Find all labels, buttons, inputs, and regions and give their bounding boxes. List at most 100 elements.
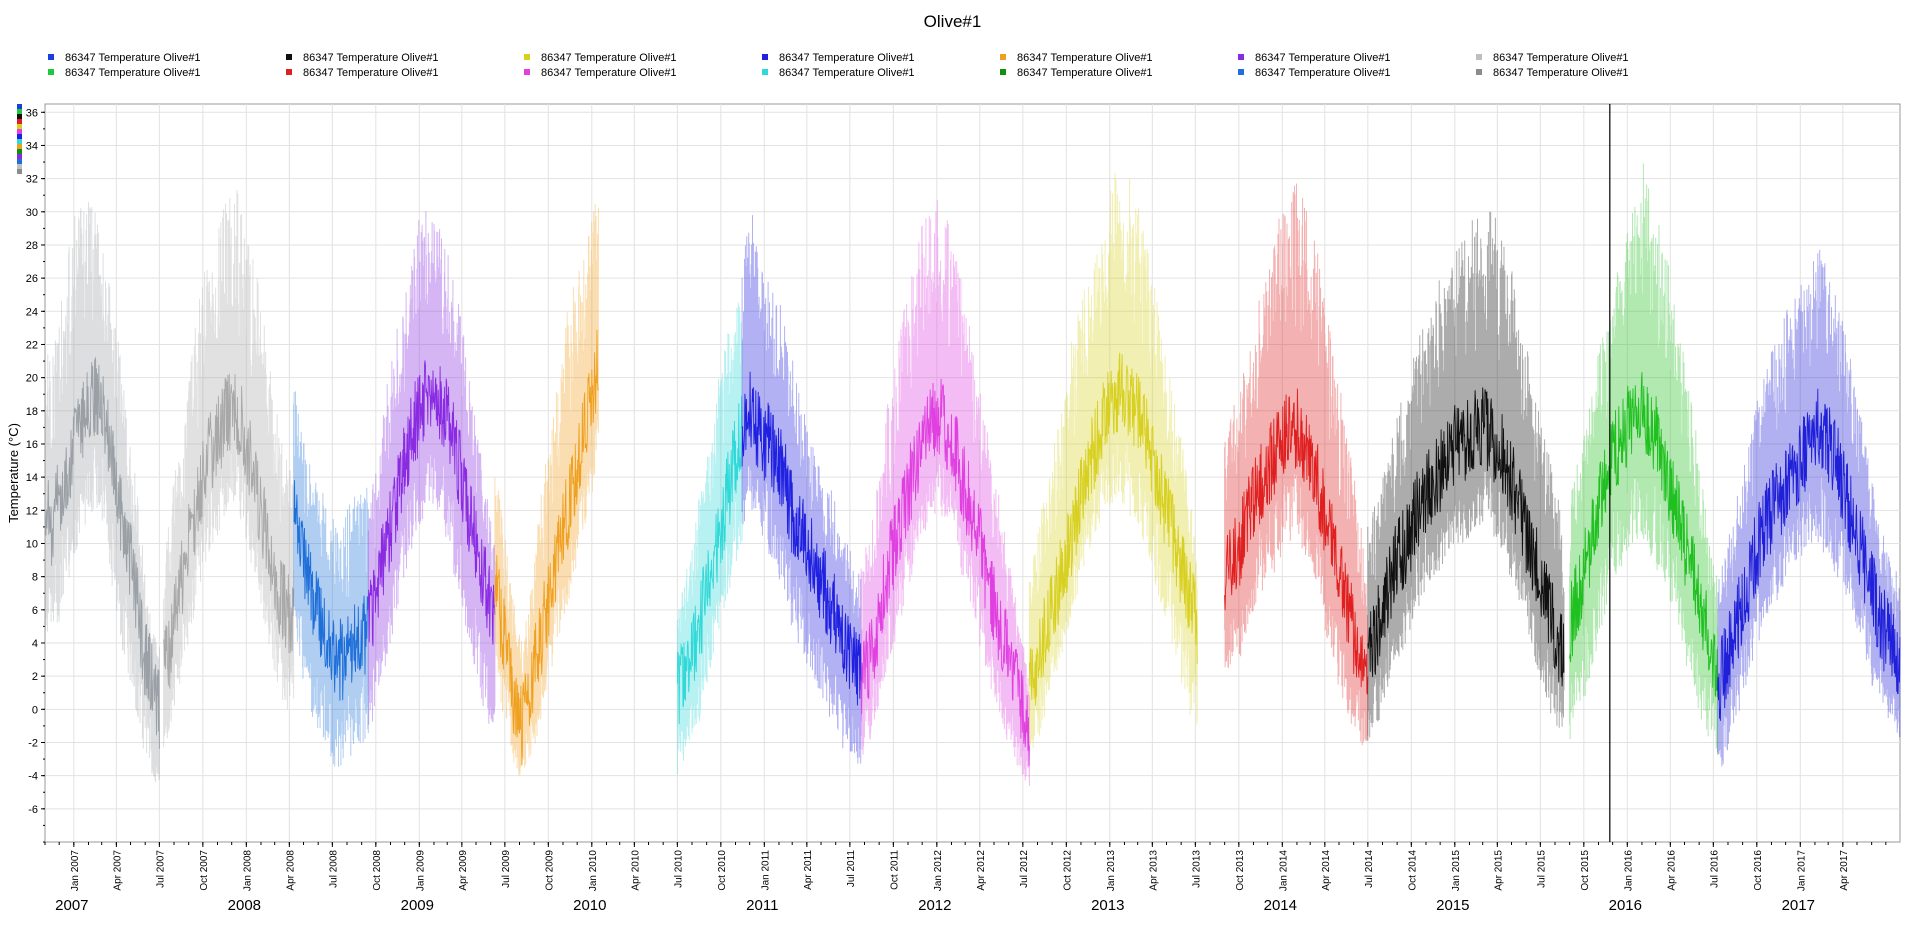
y-tick-label: 10	[26, 538, 38, 550]
x-tick-label: Oct 2013	[1235, 850, 1246, 891]
x-year-label: 2008	[228, 897, 261, 914]
x-tick-label: Apr 2007	[112, 850, 123, 891]
x-tick-label: Jul 2015	[1536, 850, 1547, 888]
y-tick-label: 28	[26, 240, 38, 252]
y-tick-label: 18	[26, 406, 38, 418]
legend-label: 86347 Temperature Olive#1	[1493, 67, 1629, 79]
legend-item: 86347 Temperature Olive#1	[762, 51, 915, 65]
y-tick-label: 8	[32, 572, 38, 584]
legend-swatch	[286, 54, 292, 60]
legend-item: 86347 Temperature Olive#1	[48, 66, 201, 80]
legend-item: 86347 Temperature Olive#1	[286, 51, 439, 65]
legend-item: 86347 Temperature Olive#1	[1476, 51, 1629, 65]
color-key-swatch	[17, 139, 22, 144]
series-line	[1569, 372, 1719, 698]
x-tick-label: Jan 2017	[1796, 850, 1807, 892]
legend-item: 86347 Temperature Olive#1	[1238, 66, 1391, 80]
color-key-swatch	[17, 114, 22, 119]
legend-item: 86347 Temperature Olive#1	[1000, 66, 1153, 80]
series-line	[1224, 388, 1369, 695]
x-tick-label: Apr 2008	[285, 850, 296, 891]
legend-label: 86347 Temperature Olive#1	[303, 67, 439, 79]
x-tick-label: Apr 2016	[1666, 850, 1677, 891]
legend-label: 86347 Temperature Olive#1	[541, 52, 677, 64]
series-line	[741, 371, 862, 706]
x-year-label: 2010	[573, 897, 606, 914]
x-tick-label: Oct 2007	[199, 850, 210, 891]
y-axis-title: Temperature (°C)	[6, 423, 21, 523]
x-tick-label: Jul 2014	[1364, 850, 1375, 888]
y-tick-label: -6	[28, 804, 38, 816]
series-line	[163, 373, 295, 689]
y-tick-label: -4	[28, 771, 38, 783]
legend-swatch	[524, 69, 530, 75]
legend-item: 86347 Temperature Olive#1	[1238, 51, 1391, 65]
series-line	[1717, 388, 1901, 721]
x-tick-label: Jan 2010	[588, 850, 599, 892]
x-tick-label: Oct 2011	[889, 850, 900, 890]
x-year-label: 2012	[918, 897, 951, 914]
x-tick-label: Jan 2015	[1451, 850, 1462, 892]
x-tick-label: Jul 2016	[1709, 850, 1720, 888]
color-key-swatch	[17, 129, 22, 134]
legend-swatch	[1000, 54, 1006, 60]
color-key-swatch	[17, 109, 22, 114]
color-key-swatch	[17, 154, 22, 159]
x-year-label: 2013	[1091, 897, 1124, 914]
legend-label: 86347 Temperature Olive#1	[1255, 52, 1391, 64]
legend-item: 86347 Temperature Olive#1	[762, 66, 915, 80]
chart-title: Olive#1	[923, 12, 982, 31]
y-tick-label: 0	[32, 704, 38, 716]
x-tick-label: Jan 2016	[1623, 850, 1634, 892]
legend-item: 86347 Temperature Olive#1	[286, 66, 439, 80]
x-tick-label: Jan 2014	[1278, 850, 1289, 892]
y-tick-label: 36	[26, 107, 38, 119]
y-tick-label: 6	[32, 605, 38, 617]
legend-swatch	[48, 69, 54, 75]
y-tick-label: 30	[26, 207, 38, 219]
series-line	[860, 378, 1030, 767]
x-tick-label: Oct 2010	[717, 850, 728, 891]
x-tick-label: Apr 2009	[458, 850, 469, 891]
y-tick-label: 34	[26, 140, 38, 152]
y-tick-label: 22	[26, 339, 38, 351]
color-key-swatch	[17, 144, 22, 149]
y-tick-label: 20	[26, 373, 38, 385]
x-tick-label: Apr 2011	[803, 850, 814, 890]
y-tick-label: 32	[26, 174, 38, 186]
x-year-label: 2009	[401, 897, 434, 914]
plot-area	[44, 103, 1901, 843]
legend-item: 86347 Temperature Olive#1	[524, 66, 677, 80]
legend-label: 86347 Temperature Olive#1	[1255, 67, 1391, 79]
series-line	[1028, 352, 1198, 706]
legend-label: 86347 Temperature Olive#1	[1493, 52, 1629, 64]
legend-item: 86347 Temperature Olive#1	[48, 51, 201, 65]
x-tick-label: Oct 2015	[1580, 850, 1591, 891]
color-key-swatch	[17, 149, 22, 154]
x-tick-label: Apr 2012	[976, 850, 987, 891]
x-tick-label: Apr 2014	[1321, 850, 1332, 891]
x-tick-label: Jul 2007	[155, 850, 166, 888]
legend-swatch	[1000, 69, 1006, 75]
legend-swatch	[1238, 69, 1244, 75]
color-key-swatch	[17, 119, 22, 124]
x-year-label: 2016	[1609, 897, 1642, 914]
legend-label: 86347 Temperature Olive#1	[303, 52, 439, 64]
legend-swatch	[762, 54, 768, 60]
y-tick-label: 4	[32, 638, 38, 650]
y-tick-label: 2	[32, 671, 38, 683]
legend-label: 86347 Temperature Olive#1	[1017, 67, 1153, 79]
legend-label: 86347 Temperature Olive#1	[1017, 52, 1153, 64]
legend-swatch	[48, 54, 54, 60]
x-tick-label: Jul 2009	[501, 850, 512, 888]
x-tick-label: Oct 2014	[1407, 850, 1418, 891]
x-tick-label: Jan 2011	[760, 850, 771, 891]
legend-item: 86347 Temperature Olive#1	[1000, 51, 1153, 65]
legend-label: 86347 Temperature Olive#1	[779, 52, 915, 64]
legend-swatch	[762, 69, 768, 75]
x-year-label: 2015	[1436, 897, 1469, 914]
color-key-swatch	[17, 164, 22, 169]
legend-label: 86347 Temperature Olive#1	[65, 67, 201, 79]
color-key-swatch	[17, 159, 22, 164]
